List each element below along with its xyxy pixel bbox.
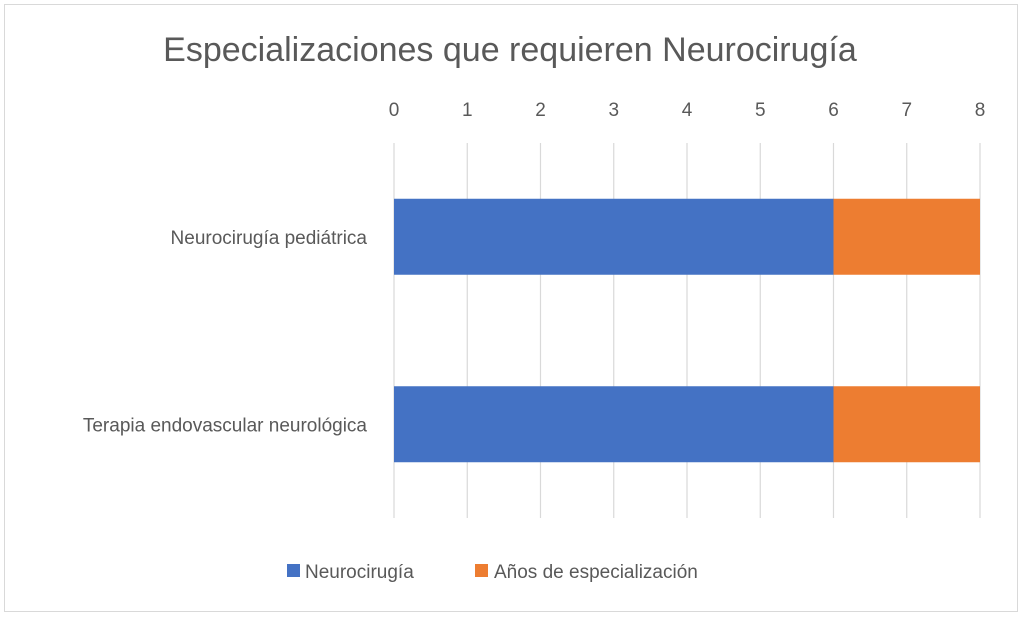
x-tick-label: 6 bbox=[828, 100, 839, 121]
legend-label: Neurocirugía bbox=[305, 562, 414, 583]
legend-swatch bbox=[287, 564, 300, 577]
chart-svg: Especializaciones que requieren Neurocir… bbox=[83, 31, 986, 583]
chart-title: Especializaciones que requieren Neurocir… bbox=[163, 31, 857, 69]
chart-frame: Especializaciones que requieren Neurocir… bbox=[4, 4, 1018, 612]
bars bbox=[394, 198, 980, 463]
x-tick-label: 4 bbox=[682, 100, 693, 121]
x-tick-label: 3 bbox=[608, 100, 619, 121]
legend-label: Años de especialización bbox=[494, 562, 698, 583]
x-tick-label: 8 bbox=[975, 100, 986, 121]
x-axis-ticks: 0 1 2 3 4 5 6 7 8 bbox=[389, 100, 986, 121]
legend-swatch bbox=[475, 564, 488, 577]
bar-neurocirugia bbox=[394, 386, 834, 463]
x-tick-label: 2 bbox=[535, 100, 546, 121]
bar-anos-especializacion bbox=[833, 198, 980, 275]
bar-neurocirugia bbox=[394, 198, 834, 275]
bar-anos-especializacion bbox=[833, 386, 980, 463]
category-label: Neurocirugía pediátrica bbox=[171, 228, 368, 249]
x-tick-label: 1 bbox=[462, 100, 473, 121]
x-tick-label: 5 bbox=[755, 100, 766, 121]
x-tick-label: 0 bbox=[389, 100, 400, 121]
legend: Neurocirugía Años de especialización bbox=[287, 562, 698, 583]
category-labels: Neurocirugía pediátrica Terapia endovascu… bbox=[83, 228, 368, 437]
category-label: Terapia endovascular neurológica bbox=[83, 415, 368, 436]
x-tick-label: 7 bbox=[901, 100, 912, 121]
